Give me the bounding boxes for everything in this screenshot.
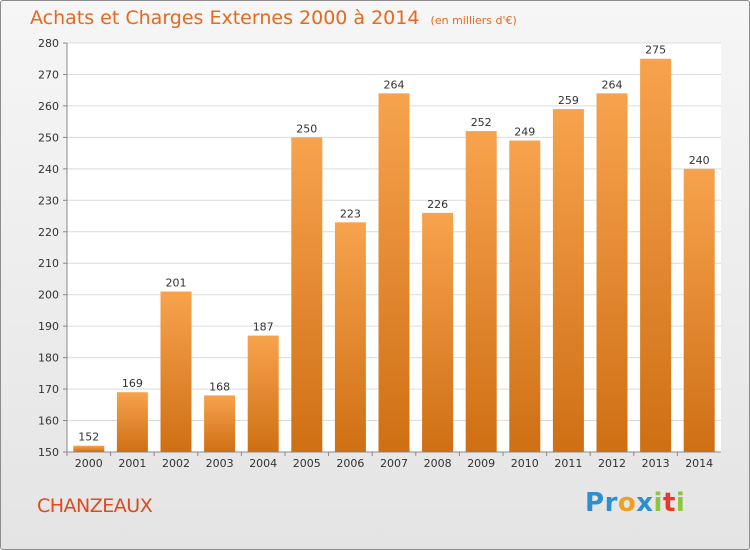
bar-2012	[596, 93, 628, 452]
logo-letter: o	[617, 488, 637, 518]
x-tick-label-2006: 2006	[336, 457, 364, 470]
bar-2009	[465, 131, 497, 453]
value-label-2007: 264	[384, 78, 405, 91]
logo-letter: i	[675, 488, 686, 518]
value-label-2013: 275	[645, 44, 666, 57]
x-tick-label-2000: 2000	[75, 457, 103, 470]
value-label-2008: 226	[427, 198, 448, 211]
bar-2002	[160, 291, 192, 452]
value-label-2002: 201	[166, 277, 187, 290]
bar-2000	[73, 445, 105, 452]
bar-2013	[640, 58, 672, 452]
logo-letter: i	[653, 488, 663, 518]
x-tick-label-2007: 2007	[380, 457, 408, 470]
x-tick-label-2009: 2009	[467, 457, 495, 470]
x-tick-label-2010: 2010	[511, 457, 539, 470]
title-row: Achats et Charges Externes 2000 à 2014 (…	[30, 7, 517, 29]
x-tick-label-2004: 2004	[249, 457, 277, 470]
value-label-2000: 152	[78, 431, 99, 444]
y-tick-label: 200	[38, 289, 59, 302]
chart-title: Achats et Charges Externes 2000 à 2014	[30, 7, 420, 29]
bar-2005	[291, 137, 323, 452]
x-tick-label-2013: 2013	[642, 457, 670, 470]
y-tick-label: 240	[38, 163, 59, 176]
y-tick-label: 170	[38, 383, 59, 396]
logo-letter: P	[585, 488, 605, 518]
y-tick-label: 210	[38, 257, 59, 270]
logo-letter: t	[662, 488, 676, 518]
unit-note: (en milliers d'€)	[430, 14, 517, 27]
bar-2003	[204, 395, 236, 452]
bar-2006	[334, 222, 366, 452]
value-label-2003: 168	[209, 380, 230, 393]
value-label-2006: 223	[340, 207, 361, 220]
y-tick-label: 180	[38, 352, 59, 365]
logo-letter: x	[636, 488, 654, 518]
town-name: CHANZEAUX	[37, 495, 153, 517]
value-label-2010: 249	[514, 126, 535, 139]
x-tick-label-2002: 2002	[162, 457, 190, 470]
bar-2007	[378, 93, 410, 452]
y-tick-label: 270	[38, 68, 59, 81]
x-tick-label-2014: 2014	[685, 457, 713, 470]
x-tick-label-2012: 2012	[598, 457, 626, 470]
y-tick-label: 230	[38, 194, 59, 207]
logo-letter: r	[604, 488, 618, 518]
bar-2008	[422, 212, 454, 452]
x-tick-label-2008: 2008	[424, 457, 452, 470]
y-tick-label: 220	[38, 226, 59, 239]
proxiti-logo: Proxiti	[585, 488, 685, 518]
value-label-2001: 169	[122, 377, 143, 390]
y-tick-label: 250	[38, 131, 59, 144]
y-tick-label: 280	[38, 37, 59, 50]
value-label-2014: 240	[689, 154, 710, 167]
value-label-2012: 264	[602, 78, 623, 91]
x-tick-label-2011: 2011	[554, 457, 582, 470]
value-label-2005: 250	[296, 122, 317, 135]
x-tick-label-2003: 2003	[206, 457, 234, 470]
value-label-2009: 252	[471, 116, 492, 129]
x-tick-label-2005: 2005	[293, 457, 321, 470]
y-tick-label: 160	[38, 415, 59, 428]
x-tick-label-2001: 2001	[118, 457, 146, 470]
y-tick-label: 150	[38, 446, 59, 459]
bar-2004	[247, 335, 279, 452]
bar-2010	[509, 140, 541, 452]
value-label-2011: 259	[558, 94, 579, 107]
y-tick-label: 190	[38, 320, 59, 333]
bar-2011	[552, 109, 584, 453]
y-tick-label: 260	[38, 100, 59, 113]
bar-2001	[116, 392, 148, 452]
value-label-2004: 187	[253, 321, 274, 334]
bar-2014	[683, 168, 715, 452]
